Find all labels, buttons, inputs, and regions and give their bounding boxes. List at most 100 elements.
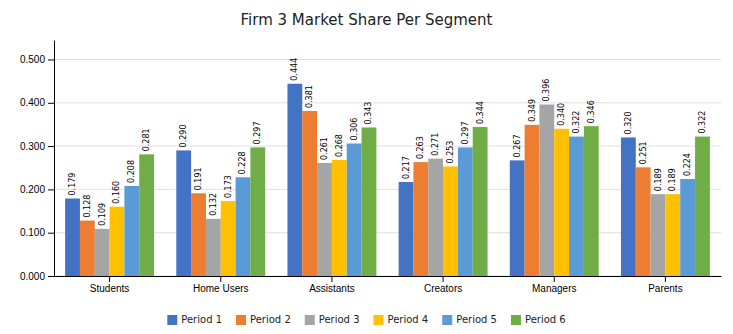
data-label: 0.396 [542,79,551,102]
data-label: 0.132 [209,193,218,216]
legend-label: Period 2 [250,314,291,325]
bar [139,154,154,276]
legend-item: Period 2 [236,314,291,325]
legend-label: Period 6 [525,314,566,325]
bar [584,126,599,276]
bar [287,84,302,276]
legend-swatch [374,315,384,325]
legend-label: Period 4 [388,314,429,325]
data-label: 0.322 [698,111,707,134]
bar [317,163,332,276]
data-label: 0.173 [224,175,233,198]
legend-swatch [236,315,246,325]
x-tick-label: Home Users [193,283,249,294]
bar [443,166,458,276]
y-tick-label: 0.400 [20,97,45,108]
data-label: 0.267 [513,134,522,157]
y-tick: 0.300 [20,141,54,152]
x-axis: StudentsHome UsersAssistantsCreatorsMana… [55,276,722,294]
data-label: 0.268 [335,134,344,157]
series [80,111,651,276]
bar [95,229,110,276]
legend-item: Period 3 [305,314,360,325]
bars [65,84,710,276]
data-label: 0.381 [305,85,314,108]
data-label: 0.261 [320,137,329,160]
y-tick-mark [48,59,54,60]
data-label: 0.217 [402,156,411,179]
bar [65,198,80,276]
grid [54,59,721,276]
data-label: 0.344 [476,101,485,124]
x-tick-mark [665,276,666,282]
data-label: 0.346 [587,100,596,123]
y-axis-line [54,41,55,277]
data-label: 0.224 [683,153,692,176]
bar [680,179,695,276]
x-tick-label: Managers [532,283,576,294]
y-tick-mark [48,233,54,234]
legend-label: Period 3 [319,314,360,325]
y-axis: 0.000 0.100 0.200 0.300 0.400 0.500 [20,41,55,282]
bar [510,160,525,276]
series [124,137,695,276]
bar [80,221,95,276]
data-label: 0.128 [83,195,92,218]
y-tick-label: 0.200 [20,184,45,195]
data-label: 0.189 [654,168,663,191]
data-label: 0.253 [446,141,455,164]
series [139,126,710,276]
y-tick-label: 0.300 [20,141,45,152]
x-tick-mark [331,276,332,282]
legend-swatch [442,315,452,325]
y-tick: 0.100 [20,227,54,238]
x-tick: Managers [532,276,576,294]
x-tick-mark [443,276,444,282]
data-label: 0.349 [528,99,537,122]
y-tick-mark [48,103,54,104]
data-label: 0.109 [98,203,107,226]
bar [124,186,139,276]
bar [525,125,540,276]
plot: 0.1790.2900.4440.2170.2670.3200.1280.191… [20,41,722,295]
title: Firm 3 Market Share Per Segment [241,11,493,29]
series [65,84,636,276]
x-tick: Assistants [309,276,355,294]
legend-swatch [167,315,177,325]
data-label: 0.320 [624,112,633,135]
bar [250,147,265,276]
legend-label: Period 1 [181,314,222,325]
legend-swatch [305,315,315,325]
bar [221,201,236,276]
x-tick: Home Users [193,276,249,294]
data-label: 0.208 [127,160,136,183]
data-label: 0.297 [253,121,262,144]
legend-item: Period 1 [167,314,222,325]
x-axis-line [55,276,722,277]
x-tick-label: Parents [648,283,682,294]
bar [176,150,191,276]
legend: Period 1 Period 2 Period 3 Period 4 Period 5… [167,314,565,325]
data-label: 0.160 [112,181,121,204]
y-tick-label: 0.500 [20,54,45,65]
y-tick: 0.400 [20,97,54,108]
data-label: 0.251 [639,141,648,164]
series [95,105,666,276]
x-tick-mark [109,276,110,282]
y-tick-label: 0.000 [20,271,45,282]
bar [651,194,666,276]
data-label: 0.343 [364,102,373,125]
bar [332,160,347,276]
y-tick: 0.500 [20,54,54,65]
bar [347,143,362,276]
bar [110,207,125,276]
x-tick: Parents [648,276,682,294]
legend-swatch [511,315,521,325]
data-label: 0.340 [557,103,566,126]
data-label: 0.444 [290,58,299,81]
data-label: 0.228 [238,151,247,174]
y-tick: 0.000 [20,271,54,282]
legend-label: Period 5 [456,314,497,325]
bar [191,193,206,276]
data-label: 0.179 [68,173,77,196]
